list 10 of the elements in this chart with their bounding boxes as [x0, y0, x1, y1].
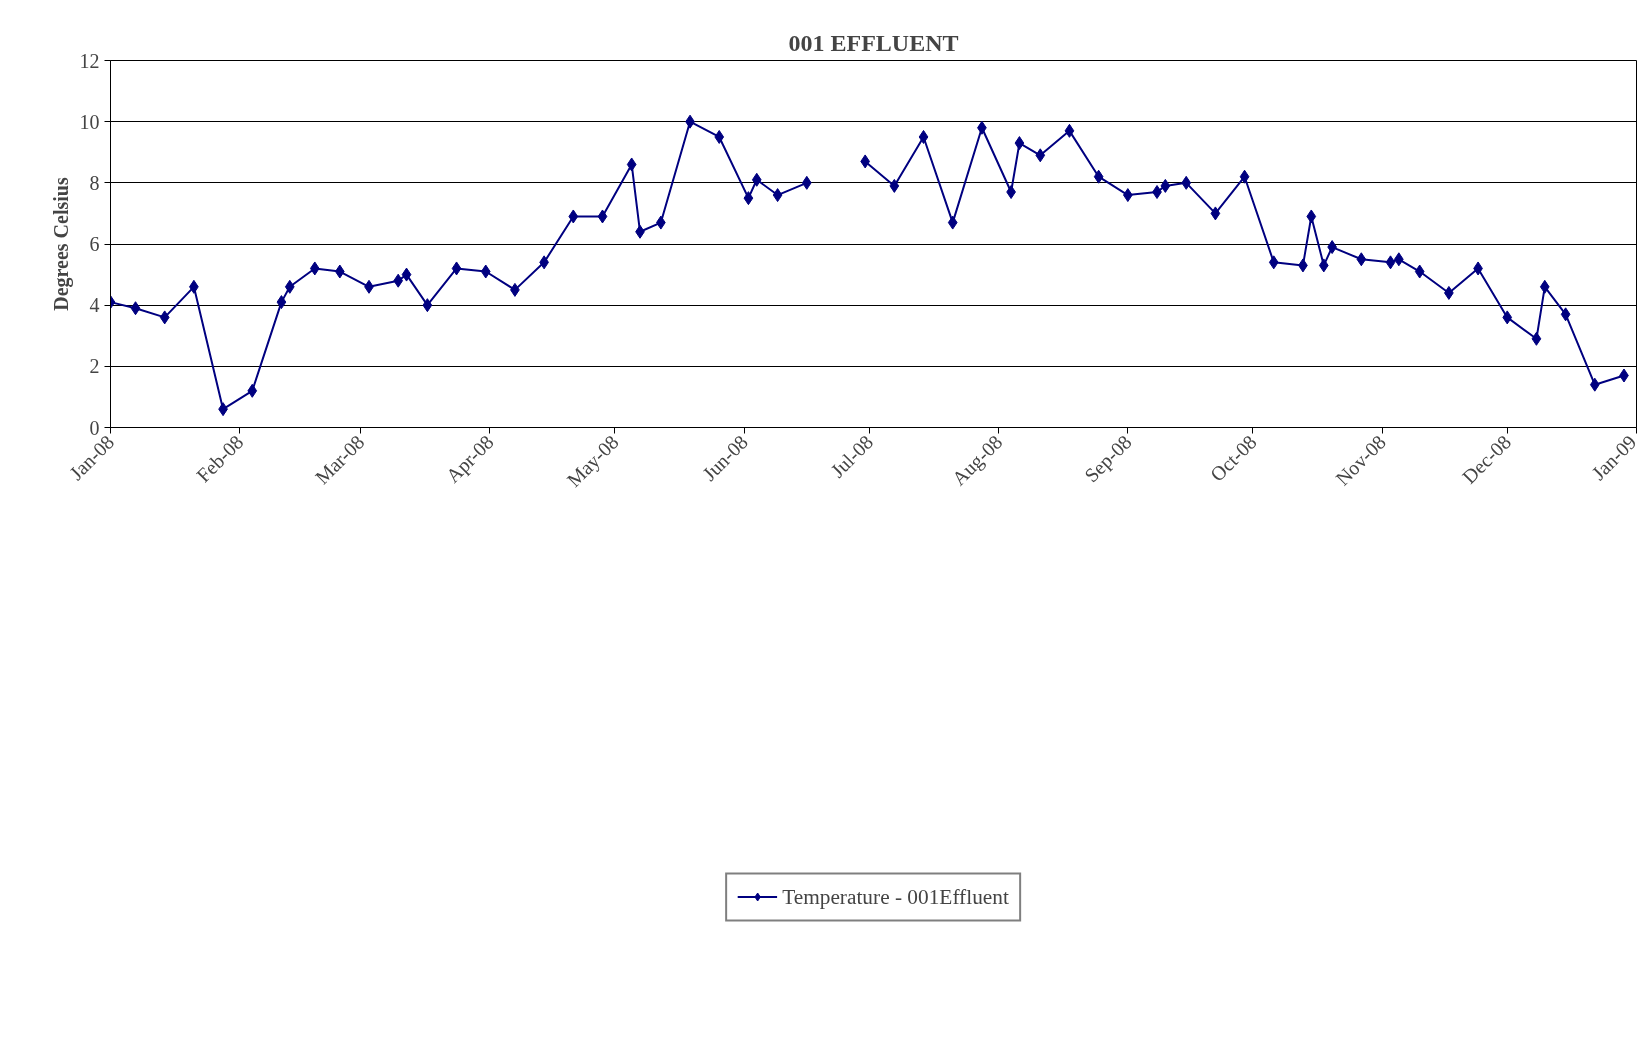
y-tick-label: 0: [89, 416, 100, 439]
y-tick-label: 4: [89, 294, 100, 317]
y-tick-label: 6: [89, 233, 100, 255]
y-tick-label: 2: [89, 355, 100, 378]
chart-title: 001 EFFLUENT: [788, 29, 959, 56]
y-tick-label: 8: [89, 171, 100, 194]
legend-label: Temperature - 001Effluent: [782, 884, 1009, 910]
y-axis-title: Degrees Celsius: [49, 177, 73, 311]
y-tick-label: 10: [79, 110, 100, 133]
y-tick-label: 12: [79, 49, 100, 72]
